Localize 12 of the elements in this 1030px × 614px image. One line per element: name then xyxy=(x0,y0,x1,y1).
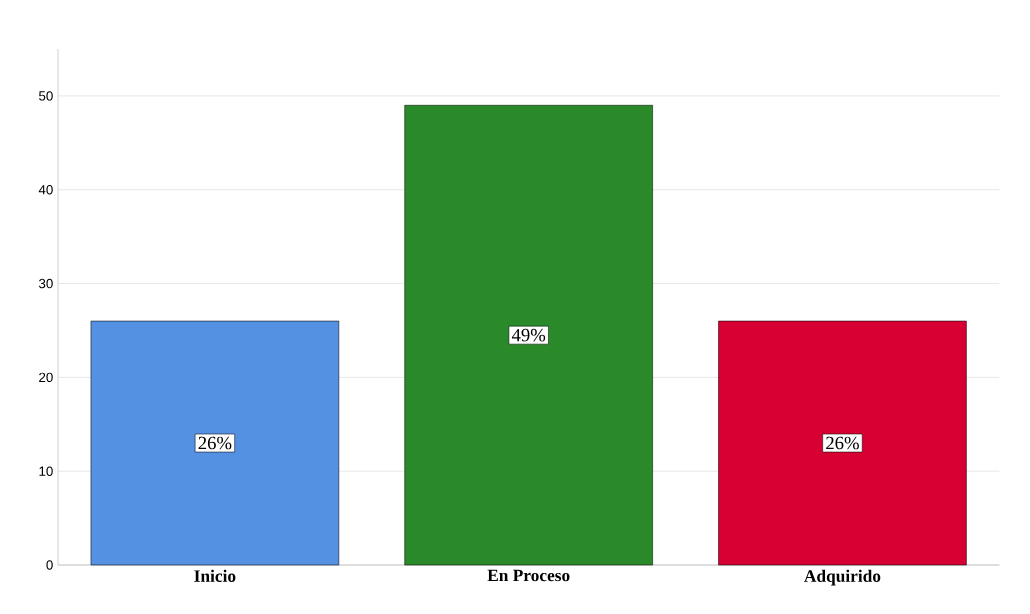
y-tick-label: 10 xyxy=(39,466,53,476)
y-tick-label: 40 xyxy=(38,185,53,195)
y-tick-label: 0 xyxy=(46,560,53,570)
x-tick-label: En Proceso xyxy=(487,569,570,582)
y-tick-label: 20 xyxy=(39,372,53,383)
y-tick-label: 50 xyxy=(39,91,53,101)
x-tick-label: Inicio xyxy=(194,569,236,582)
x-tick-label: Adquirido xyxy=(804,569,881,586)
y-tick-label: 30 xyxy=(38,278,53,289)
data-label: 26% xyxy=(198,436,232,450)
data-label: 26% xyxy=(826,436,859,450)
data-label: 49% xyxy=(511,328,546,342)
